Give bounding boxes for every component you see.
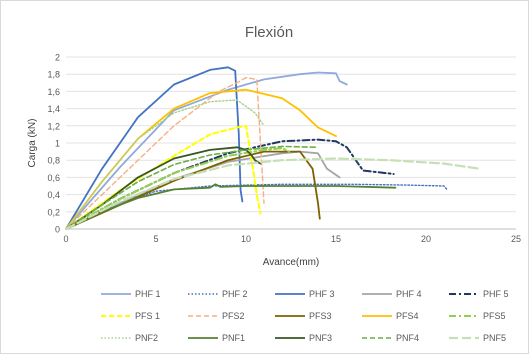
legend-label: PFS 1 — [135, 311, 160, 321]
series-line-pfs5 — [65, 147, 291, 230]
y-tick-label: 0 — [55, 225, 60, 235]
series-line-pfs2 — [65, 76, 265, 230]
y-tick-label: 0,2 — [47, 207, 60, 217]
legend-label: PNF5 — [483, 333, 506, 343]
legend-label: PHF 3 — [309, 289, 335, 299]
x-tick-label: 0 — [63, 234, 68, 244]
y-tick-label: 0,4 — [47, 190, 60, 200]
y-tick-label: 0,6 — [47, 173, 60, 183]
x-tick-label: 15 — [331, 234, 341, 244]
series-line-phf-3 — [65, 66, 244, 230]
y-axis-label: Carga (kN) — [27, 119, 38, 168]
legend-entry: PHF 5 — [449, 289, 509, 299]
y-tick-label: 1,8 — [47, 70, 60, 80]
series-line-phf-2 — [65, 183, 449, 230]
y-tick-label: 2 — [55, 53, 60, 63]
legend-entry: PHF 1 — [101, 289, 161, 299]
series-line-pnf1 — [65, 183, 397, 230]
series-line-pnf4 — [65, 145, 319, 230]
series-line-pnf3 — [65, 146, 262, 230]
x-tick-label: 5 — [153, 234, 158, 244]
x-tick-label: 25 — [511, 234, 521, 244]
legend-label: PHF 2 — [222, 289, 248, 299]
y-tick-label: 0,8 — [47, 156, 60, 166]
legend-entry: PFS3 — [275, 311, 332, 321]
legend-label: PFS3 — [309, 311, 332, 321]
legend-entry: PNF3 — [275, 333, 332, 343]
y-tick-label: 1,2 — [47, 121, 60, 131]
legend-label: PNF4 — [396, 333, 419, 343]
legend-label: PFS2 — [222, 311, 245, 321]
legend-entry: PFS5 — [449, 311, 506, 321]
legend-entry: PHF 3 — [275, 289, 335, 299]
legend-entry: PFS4 — [362, 311, 419, 321]
series-line-pfs3 — [65, 150, 321, 230]
legend-entry: PNF2 — [101, 333, 158, 343]
legend-label: PNF1 — [222, 333, 245, 343]
series-line-pfs-1 — [65, 124, 262, 230]
y-tick-label: 1,4 — [47, 104, 60, 114]
chart-title: Flexión — [245, 24, 293, 41]
legend-entry: PHF 4 — [362, 289, 422, 299]
legend-label: PHF 1 — [135, 289, 161, 299]
x-tick-label: 10 — [241, 234, 251, 244]
legend-label: PHF 4 — [396, 289, 422, 299]
x-axis-label: Avance(mm) — [263, 257, 320, 268]
legend-label: PNF2 — [135, 333, 158, 343]
legend-entry: PFS2 — [188, 311, 245, 321]
y-tick-label: 1 — [55, 139, 60, 149]
legend-entry: PNF5 — [449, 333, 506, 343]
legend-entry: PFS 1 — [101, 311, 160, 321]
legend-label: PNF3 — [309, 333, 332, 343]
legend-entry: PHF 2 — [188, 289, 248, 299]
x-tick-label: 20 — [421, 234, 431, 244]
series-line-pnf2 — [65, 99, 265, 230]
legend-label: PFS5 — [483, 311, 506, 321]
series-line-phf-1 — [65, 71, 348, 230]
legend-label: PHF 5 — [483, 289, 509, 299]
legend-entry: PNF4 — [362, 333, 419, 343]
legend-entry: PNF1 — [188, 333, 245, 343]
series-line-pnf5 — [64, 157, 482, 231]
y-tick-label: 1,6 — [47, 87, 60, 97]
legend-label: PFS4 — [396, 311, 419, 321]
chart-svg: Flexión 00,20,40,60,811,21,41,61,820 5 10 1… — [27, 24, 521, 343]
